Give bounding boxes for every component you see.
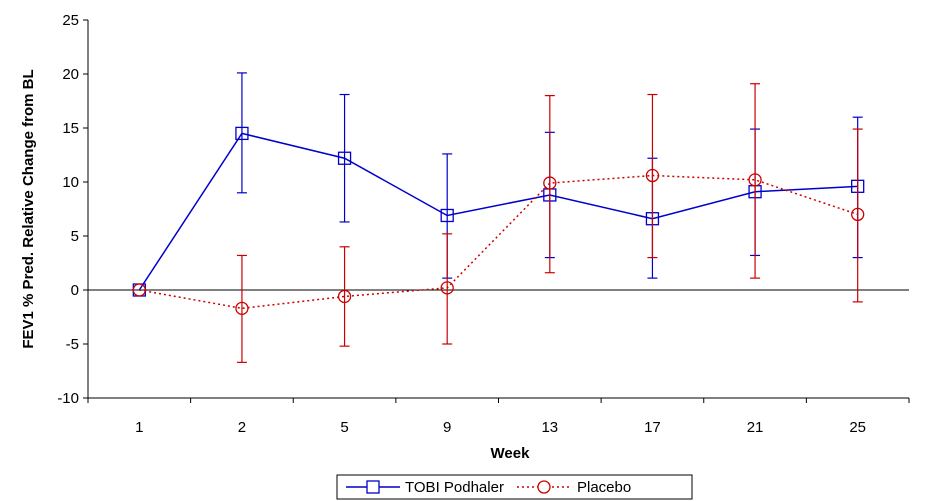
legend-label: Placebo	[577, 479, 631, 496]
legend-item-tobi-podhaler: TOBI Podhaler	[346, 479, 504, 496]
legend: TOBI Podhaler Placebo	[336, 474, 693, 500]
x-tick-label: 25	[849, 419, 866, 436]
y-tick-label: -10	[57, 390, 79, 407]
data-point	[337, 151, 352, 165]
series-line	[139, 174, 858, 310]
data-point	[132, 283, 146, 297]
data-point	[337, 289, 352, 304]
legend-item-placebo: Placebo	[517, 479, 631, 496]
data-point	[748, 173, 762, 187]
x-tick-label: 1	[135, 419, 143, 436]
legend-marker	[366, 480, 380, 494]
series-line	[138, 132, 858, 291]
x-tick-label: 5	[340, 419, 348, 436]
x-tick-label: 13	[541, 419, 558, 436]
legend-items: TOBI Podhaler Placebo	[346, 479, 631, 496]
y-tick-label: 0	[71, 282, 79, 299]
series-layer	[132, 72, 865, 363]
series-placebo	[132, 83, 865, 363]
x-axis-title: Week	[491, 445, 531, 462]
y-tick-label: 10	[62, 174, 79, 191]
y-tick-label: -5	[66, 336, 79, 353]
data-point	[543, 176, 557, 190]
data-point	[235, 126, 249, 141]
x-tick-label: 9	[443, 419, 451, 436]
data-point	[235, 301, 249, 316]
y-tick-label: 5	[71, 228, 79, 245]
y-tick-label: 15	[62, 120, 79, 137]
y-axis-title: FEV1 % Pred. Relative Change from BL	[20, 69, 37, 348]
x-ticks: 1 2 5 9 13 17 21 25	[87, 398, 910, 436]
legend-label: TOBI Podhaler	[405, 479, 504, 496]
data-point	[645, 168, 660, 183]
y-tick-label: 20	[62, 66, 79, 83]
data-point	[440, 281, 454, 295]
series-tobi-podhaler	[132, 72, 865, 297]
y-ticks: -10 -5 0 5 10 15 20 25	[57, 12, 88, 407]
data-point	[440, 208, 454, 223]
legend-marker	[537, 480, 551, 494]
data-point	[851, 207, 865, 222]
y-tick-label: 25	[62, 12, 79, 29]
x-tick-label: 21	[747, 419, 764, 436]
x-tick-label: 2	[238, 419, 246, 436]
x-tick-label: 17	[644, 419, 661, 436]
